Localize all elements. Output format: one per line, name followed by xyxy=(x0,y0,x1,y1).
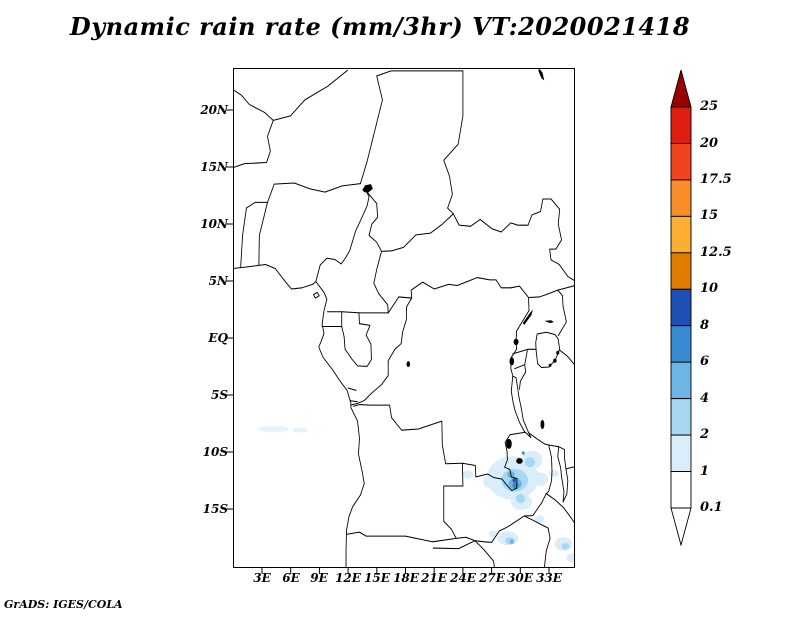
x-axis-tick-label: 33E xyxy=(536,571,562,585)
lake-victoria xyxy=(535,331,561,369)
x-axis-tick-label: 12E xyxy=(335,571,361,585)
lake-bangweulu xyxy=(516,457,523,464)
y-axis-tick-label: 15N xyxy=(200,160,228,174)
colorbar-segment xyxy=(670,434,692,472)
lake-rukwa xyxy=(540,419,545,430)
x-axis-tick-label: 24E xyxy=(450,571,476,585)
lake-nasser xyxy=(538,68,545,81)
colorbar-segment xyxy=(670,252,692,290)
colorbar-segment xyxy=(670,361,692,400)
x-axis-tick-label: 15E xyxy=(364,571,390,585)
colorbar-segment xyxy=(670,398,692,436)
x-axis-tick-label: 6E xyxy=(282,571,300,585)
small-lakes-layer xyxy=(362,68,560,464)
y-axis-tick-label: 15S xyxy=(202,502,228,516)
lake-tanganyika xyxy=(510,375,532,439)
y-axis-tick-label: 5N xyxy=(208,274,228,288)
colorbar-tick-label: 10 xyxy=(700,281,719,296)
lakes-outline-layer xyxy=(510,331,569,503)
lake-albert xyxy=(522,309,533,325)
colorbar xyxy=(670,70,692,546)
y-axis-tick-label: 10S xyxy=(202,445,228,459)
lake-kyoga xyxy=(544,320,554,324)
colorbar-tick-label: 12.5 xyxy=(700,245,732,260)
x-axis-tick-label: 9E xyxy=(310,571,328,585)
colorbar-tick-label: 2 xyxy=(700,427,710,442)
colorbar-segment xyxy=(670,215,692,254)
colorbar-tick-label: 6 xyxy=(700,354,710,369)
rain-map-svg xyxy=(233,68,575,568)
x-axis-tick-label: 21E xyxy=(421,571,447,585)
colorbar-arrow-under xyxy=(670,507,692,546)
colorbar-tick-label: 15 xyxy=(700,208,719,223)
colorbar-tick-label: 25 xyxy=(700,99,719,114)
lake-mai-ndombe xyxy=(406,361,411,368)
colorbar-tick-label: 1 xyxy=(700,464,710,479)
x-axis-tick-label: 27E xyxy=(479,571,505,585)
x-axis-tick-label: 30E xyxy=(507,571,533,585)
y-axis-tick-label: EQ xyxy=(208,331,228,345)
x-axis-tick-label: 18E xyxy=(393,571,419,585)
colorbar-segment xyxy=(670,106,692,144)
country-borders-layer xyxy=(233,69,575,568)
coastline xyxy=(233,263,365,568)
y-axis-tick-label: 10N xyxy=(200,217,228,231)
left-axis-ticks xyxy=(226,109,233,510)
y-axis-tick-label: 5S xyxy=(210,388,228,402)
lake-kivu xyxy=(509,357,515,366)
plot-title: Dynamic rain rate (mm/3hr) VT:2020021418 xyxy=(69,12,691,41)
colorbar-segment xyxy=(670,325,692,363)
colorbar-arrow-over xyxy=(670,70,692,108)
colorbar-tick-label: 4 xyxy=(700,391,710,406)
colorbar-tick-label: 0.1 xyxy=(700,500,723,515)
lake-edward xyxy=(513,338,519,346)
colorbar-tick-label: 20 xyxy=(700,136,719,151)
colorbar-segment xyxy=(670,288,692,327)
bioko-island xyxy=(313,291,320,299)
bottom-axis-ticks xyxy=(261,568,550,574)
lake-mweru xyxy=(506,438,512,449)
colorbar-tick-label: 8 xyxy=(700,318,710,333)
lake-chad xyxy=(362,184,373,193)
precipitation-shading-layer xyxy=(257,426,575,563)
colorbar-segment xyxy=(670,142,692,181)
x-axis-tick-label: 3E xyxy=(253,571,271,585)
colorbar-segment xyxy=(670,471,692,509)
colorbar-segment xyxy=(670,179,692,217)
colorbar-tick-label: 17.5 xyxy=(700,172,732,187)
lake-malawi xyxy=(557,446,569,503)
y-axis-tick-label: 20N xyxy=(200,103,228,117)
attribution-text: GrADS: IGES/COLA xyxy=(4,598,123,611)
